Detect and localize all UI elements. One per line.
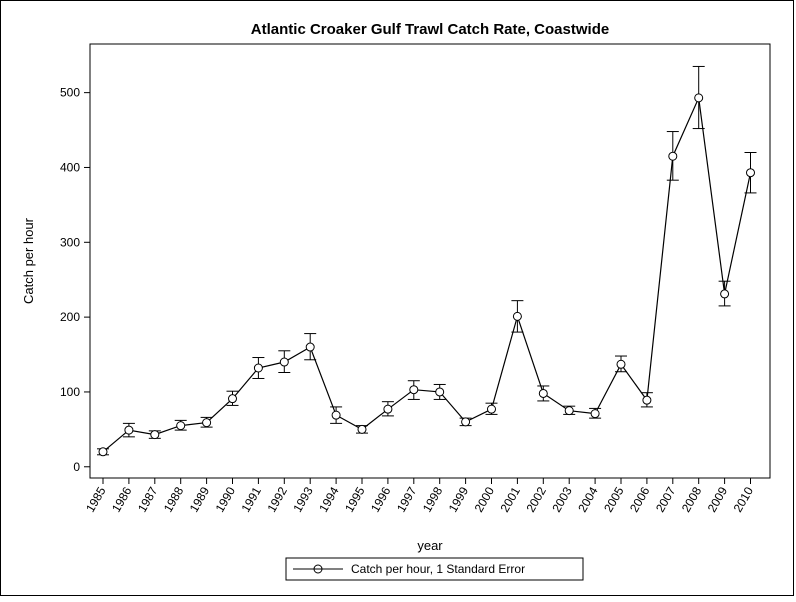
data-point	[331, 410, 341, 420]
data-point	[487, 404, 496, 414]
x-tick-label: 1994	[316, 484, 342, 514]
x-tick-label: 2006	[627, 484, 653, 514]
y-tick-label: 500	[60, 86, 80, 100]
y-tick-label: 0	[73, 460, 80, 474]
data-point	[720, 289, 730, 299]
data-point	[642, 395, 652, 405]
data-point	[150, 430, 160, 440]
x-tick-label: 2010	[731, 484, 757, 514]
x-tick-label: 1992	[264, 484, 290, 514]
data-point	[512, 311, 522, 321]
y-tick-label: 400	[60, 160, 80, 174]
y-tick-label: 100	[60, 385, 80, 399]
x-tick-label: 2002	[523, 484, 549, 514]
x-tick-label: 2004	[575, 484, 601, 514]
legend-box	[285, 557, 584, 581]
data-point	[98, 447, 108, 457]
x-tick-label: 1995	[342, 484, 368, 514]
x-tick-label: 2003	[549, 484, 575, 514]
x-tick-label: 1999	[446, 484, 472, 514]
data-point	[668, 151, 678, 161]
x-axis-label: year	[417, 538, 443, 553]
x-tick-label: 1989	[187, 484, 213, 514]
x-tick-label: 1988	[161, 484, 187, 514]
legend-entry-label: Catch per hour, 1 Standard Error	[351, 562, 525, 576]
data-point	[357, 424, 367, 434]
data-point	[564, 406, 574, 416]
data-point	[590, 409, 600, 419]
series-line	[102, 95, 752, 453]
x-tick-label: 2009	[705, 484, 731, 514]
x-tick-label: 2000	[472, 484, 498, 514]
x-tick-label: 1993	[290, 484, 316, 514]
plot-area	[89, 43, 771, 479]
x-tick-label: 2008	[679, 484, 705, 514]
legend: Catch per hour, 1 Standard Error	[285, 557, 584, 581]
data-point	[435, 387, 445, 397]
x-tick-label: 1996	[368, 484, 394, 514]
x-tick-label: 1991	[239, 484, 265, 514]
data-point	[253, 363, 263, 373]
data-point	[694, 93, 704, 103]
data-point	[746, 168, 755, 178]
x-tick-label: 1985	[83, 484, 109, 514]
x-tick-label: 2005	[601, 484, 627, 514]
chart-title: Atlantic Croaker Gulf Trawl Catch Rate, …	[251, 21, 609, 38]
data-point	[279, 357, 289, 367]
y-tick-label: 200	[60, 310, 80, 324]
data-point	[616, 359, 626, 369]
x-tick-label: 1997	[394, 484, 420, 514]
data-point	[202, 418, 212, 428]
x-tick-label: 1998	[420, 484, 446, 514]
x-tick-label: 1987	[135, 484, 161, 514]
data-point	[383, 404, 393, 414]
data-point	[228, 394, 237, 404]
data-point	[461, 417, 471, 427]
data-point	[305, 342, 315, 352]
y-tick-label: 300	[60, 235, 80, 249]
data-point	[176, 421, 186, 431]
data-point	[409, 385, 419, 395]
data-point	[538, 388, 548, 398]
x-tick-label: 2007	[653, 484, 679, 514]
y-axis: 0 100 200 300 400 500	[60, 86, 90, 474]
x-tick-label: 1990	[213, 484, 239, 514]
x-tick-label: 2001	[498, 484, 524, 514]
x-tick-label: 1986	[109, 484, 135, 514]
y-axis-label: Catch per hour	[21, 217, 36, 304]
data-point	[124, 425, 134, 435]
x-axis: 1985 1986 1987 1988 1989 1990 1991 1992 1993 1994…	[83, 478, 756, 515]
legend-marker-icon	[313, 564, 323, 574]
series-layer	[97, 65, 757, 457]
